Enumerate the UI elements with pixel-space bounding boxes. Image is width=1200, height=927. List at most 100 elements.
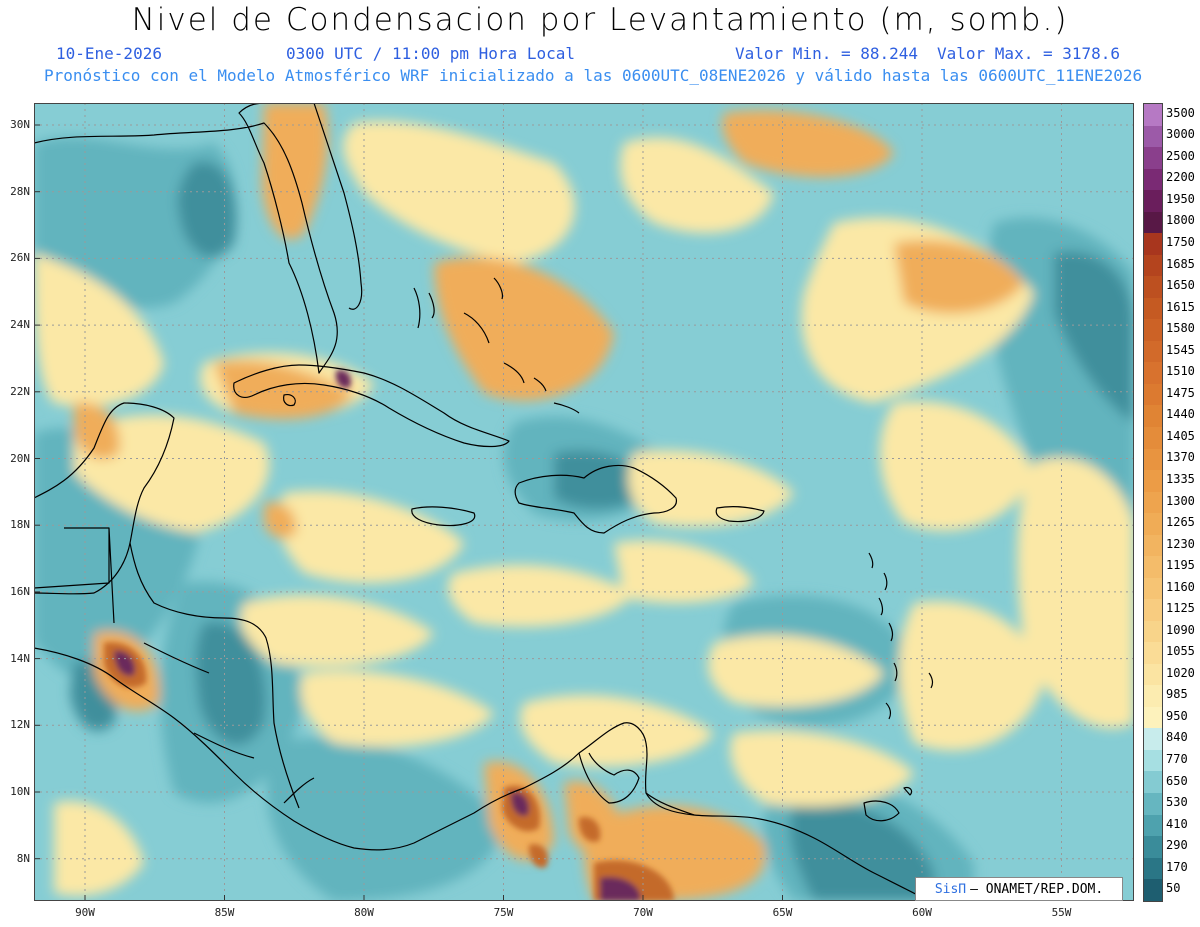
lon-label: 80W bbox=[354, 906, 374, 919]
lat-label: 30N bbox=[10, 118, 30, 131]
value-max-label: Valor Max. = 3178.6 bbox=[937, 44, 1121, 63]
lcl-field bbox=[34, 103, 1134, 901]
colorbar-label: 1750 bbox=[1166, 235, 1195, 249]
lcl-maxima bbox=[104, 370, 674, 901]
colorbar-label: 3500 bbox=[1166, 105, 1195, 120]
colorbar-label: 1615 bbox=[1166, 299, 1195, 314]
colorbar-cell bbox=[1144, 383, 1162, 406]
colorbar-cell bbox=[1144, 448, 1162, 471]
colorbar-cell bbox=[1144, 771, 1162, 793]
colorbar-cell bbox=[1144, 663, 1162, 686]
sispi-logo: SisΠ bbox=[934, 881, 967, 897]
colorbar-cell bbox=[1144, 620, 1162, 643]
colorbar-cell bbox=[1144, 836, 1162, 858]
colorbar-label: 1545 bbox=[1166, 342, 1195, 357]
colorbar-label: 1475 bbox=[1166, 385, 1195, 400]
colorbar-cell bbox=[1144, 147, 1162, 169]
colorbar-cell bbox=[1144, 706, 1162, 729]
colorbar-label: 1300 bbox=[1166, 493, 1195, 508]
colorbar-cell bbox=[1144, 857, 1162, 880]
lon-label: 65W bbox=[772, 906, 793, 919]
lat-label: 18N bbox=[10, 518, 30, 532]
coastlines bbox=[34, 103, 934, 901]
lat-label: 24N bbox=[10, 318, 30, 332]
colorbar-cell bbox=[1144, 340, 1162, 363]
lon-label: 55W bbox=[1051, 906, 1072, 919]
colorbar-label: 650 bbox=[1166, 773, 1188, 788]
colorbar-label: 1440 bbox=[1166, 407, 1195, 422]
colorbar-label: 1800 bbox=[1166, 213, 1195, 228]
lcl-map bbox=[34, 103, 1134, 901]
colorbar-cell bbox=[1144, 491, 1162, 514]
colorbar-label: 2500 bbox=[1166, 148, 1195, 163]
colorbar-label: 1580 bbox=[1166, 321, 1195, 336]
lon-label: 85W bbox=[214, 906, 235, 919]
colorbar-cell bbox=[1144, 254, 1162, 277]
colorbar-cell bbox=[1144, 470, 1162, 492]
colorbar-cell bbox=[1144, 276, 1162, 298]
colorbar-cell bbox=[1144, 749, 1162, 772]
colorbar-label: 1650 bbox=[1166, 278, 1195, 293]
colorbar-label: 1195 bbox=[1166, 558, 1195, 573]
value-min-label: Valor Min. = 88.244 bbox=[735, 44, 919, 63]
colorbar-label: 1265 bbox=[1166, 515, 1195, 530]
colorbar-label: 1685 bbox=[1166, 256, 1195, 271]
colorbar-label: 985 bbox=[1166, 687, 1188, 702]
colorbar-label: 1510 bbox=[1166, 364, 1195, 379]
lat-label: 16N bbox=[10, 584, 30, 598]
colorbar bbox=[1143, 103, 1163, 902]
colorbar-label: 1125 bbox=[1166, 601, 1195, 616]
lat-label: 28N bbox=[10, 184, 30, 198]
colorbar-label: 1370 bbox=[1166, 450, 1195, 465]
colorbar-label: 290 bbox=[1166, 838, 1188, 853]
colorbar-label: 1230 bbox=[1166, 536, 1195, 551]
colorbar-cell bbox=[1144, 104, 1162, 126]
lon-label: 60W bbox=[912, 906, 932, 919]
colorbar-label: 50 bbox=[1166, 881, 1181, 896]
colorbar-label: 2200 bbox=[1166, 170, 1195, 185]
colorbar-cell bbox=[1144, 362, 1162, 384]
credit-box: SisΠ – ONAMET/REP.DOM. bbox=[915, 877, 1123, 901]
lon-label: 70W bbox=[633, 906, 653, 919]
colorbar-cell bbox=[1144, 168, 1162, 191]
colorbar-cell bbox=[1144, 556, 1162, 578]
colorbar-cell bbox=[1144, 405, 1162, 427]
colorbar-label: 1090 bbox=[1166, 622, 1195, 637]
lat-label: 8N bbox=[16, 851, 30, 865]
colorbar-label: 770 bbox=[1166, 751, 1188, 766]
colorbar-cell bbox=[1144, 685, 1162, 707]
lon-label: 75W bbox=[493, 906, 514, 919]
map-title: Nivel de Condensacion por Levantamiento … bbox=[131, 2, 1069, 38]
colorbar-cell bbox=[1144, 319, 1162, 341]
credit-text: – ONAMET/REP.DOM. bbox=[970, 881, 1104, 897]
time-label: 0300 UTC / 11:00 pm Hora Local bbox=[286, 44, 575, 63]
lat-label: 20N bbox=[10, 451, 30, 465]
colorbar-cell bbox=[1144, 233, 1162, 255]
lat-label: 22N bbox=[10, 384, 30, 398]
colorbar-cell bbox=[1144, 513, 1162, 535]
lat-label: 12N bbox=[10, 718, 30, 732]
colorbar-label: 3000 bbox=[1166, 127, 1195, 142]
graticule bbox=[34, 103, 1134, 901]
colorbar-label: 840 bbox=[1166, 730, 1188, 745]
colorbar-label: 1160 bbox=[1166, 579, 1195, 594]
colorbar-label: 1335 bbox=[1166, 471, 1195, 486]
colorbar-cell bbox=[1144, 879, 1162, 901]
lat-label: 10N bbox=[10, 785, 30, 798]
colorbar-cell bbox=[1144, 642, 1162, 664]
colorbar-cell bbox=[1144, 211, 1162, 234]
colorbar-label: 530 bbox=[1166, 795, 1188, 810]
date-label: 10-Ene-2026 bbox=[56, 44, 162, 63]
colorbar-cell bbox=[1144, 190, 1162, 212]
colorbar-cell bbox=[1144, 793, 1162, 815]
colorbar-label: 1950 bbox=[1166, 191, 1195, 206]
colorbar-label: 1055 bbox=[1166, 644, 1195, 659]
map-frame bbox=[34, 103, 1134, 901]
colorbar-label: 950 bbox=[1166, 708, 1188, 723]
colorbar-label: 410 bbox=[1166, 816, 1188, 831]
colorbar-label: 1405 bbox=[1166, 428, 1195, 443]
colorbar-label: 170 bbox=[1166, 859, 1188, 874]
colorbar-cell bbox=[1144, 297, 1162, 320]
colorbar-cell bbox=[1144, 426, 1162, 449]
forecast-info: Pronóstico con el Modelo Atmosférico WRF… bbox=[44, 66, 1143, 85]
